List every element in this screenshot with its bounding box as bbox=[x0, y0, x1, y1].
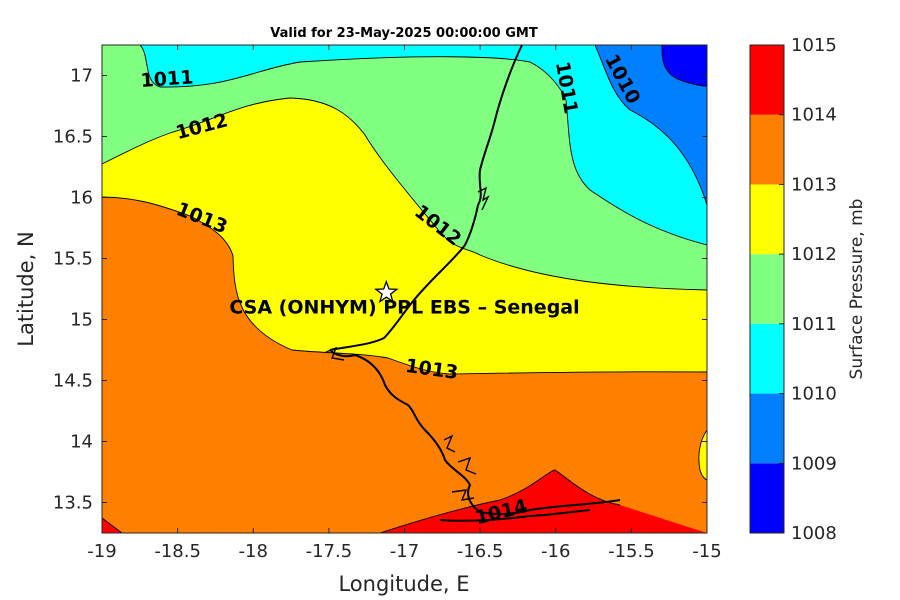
colorbar-tick-label: 1014 bbox=[791, 105, 837, 126]
colorbar-frame bbox=[749, 44, 785, 534]
band-1010-1011 bbox=[140, 45, 707, 245]
y-axis-ticks: 13.5 14 14.5 15 15.5 16 16.5 17 bbox=[53, 66, 707, 514]
colorbar-swatch bbox=[750, 323, 784, 394]
x-axis-label: Longitude, E bbox=[338, 572, 469, 596]
colorbar-label: Surface Pressure, mb bbox=[847, 199, 867, 380]
colorbar-swatch bbox=[750, 393, 784, 464]
colorbar-tick-label: 1010 bbox=[791, 384, 837, 405]
y-tick-label: 15 bbox=[70, 310, 93, 331]
x-tick-label: -16 bbox=[541, 541, 570, 562]
y-tick-label: 17 bbox=[70, 66, 93, 87]
coastline-detail bbox=[325, 186, 490, 501]
colorbar: 1008 1009 1010 1011 1012 1013 1014 1015 bbox=[749, 35, 837, 544]
x-axis-ticks: -19 -18.5 -18 -17.5 -17 -16.5 -16 -15.5 -15 bbox=[87, 45, 722, 562]
coastline bbox=[329, 45, 621, 522]
site-label: CSA (ONHYM) PPL EBS – Senegal bbox=[229, 297, 579, 319]
x-tick-label: -15 bbox=[692, 541, 721, 562]
colorbar-swatch bbox=[750, 254, 784, 324]
site-marker: CSA (ONHYM) PPL EBS – Senegal bbox=[229, 279, 580, 319]
x-tick-label: -16.5 bbox=[457, 541, 504, 562]
colorbar-tick-label: 1011 bbox=[791, 314, 837, 335]
y-tick-label: 15.5 bbox=[53, 249, 93, 270]
y-tick-label: 16.5 bbox=[53, 127, 93, 148]
colorbar-swatch bbox=[750, 114, 784, 185]
band-1008-1009 bbox=[662, 45, 707, 86]
colorbar-tick-label: 1009 bbox=[791, 453, 837, 474]
y-tick-label: 13.5 bbox=[53, 493, 93, 514]
x-tick-label: -17.5 bbox=[306, 541, 353, 562]
band-1011-1012 bbox=[102, 45, 707, 290]
colorbar-tick-label: 1013 bbox=[791, 174, 837, 195]
chart-title: Valid for 23-May-2025 00:00:00 GMT bbox=[270, 26, 538, 41]
x-tick-label: -18 bbox=[239, 541, 268, 562]
x-tick-label: -19 bbox=[87, 541, 116, 562]
band-1012-1013-east bbox=[698, 430, 707, 480]
colorbar-tick-label: 1015 bbox=[791, 35, 837, 56]
x-tick-label: -17 bbox=[390, 541, 419, 562]
y-tick-label: 16 bbox=[70, 188, 93, 209]
x-tick-label: -15.5 bbox=[608, 541, 655, 562]
colorbar-swatch bbox=[750, 463, 784, 533]
band-1014-1015-south bbox=[380, 470, 707, 533]
colorbar-swatch bbox=[750, 184, 784, 255]
contour-label: 1011 bbox=[140, 66, 194, 92]
y-axis-label: Latitude, N bbox=[14, 231, 38, 347]
star-icon bbox=[374, 279, 399, 304]
band-1009-1010 bbox=[595, 45, 707, 205]
x-tick-label: -18.5 bbox=[154, 541, 201, 562]
y-tick-label: 14.5 bbox=[53, 371, 93, 392]
colorbar-tick-label: 1008 bbox=[791, 523, 837, 544]
y-tick-label: 14 bbox=[70, 432, 93, 453]
contour-lines bbox=[102, 45, 707, 533]
colorbar-tick-label: 1012 bbox=[791, 244, 837, 265]
colorbar-swatch bbox=[750, 45, 784, 115]
